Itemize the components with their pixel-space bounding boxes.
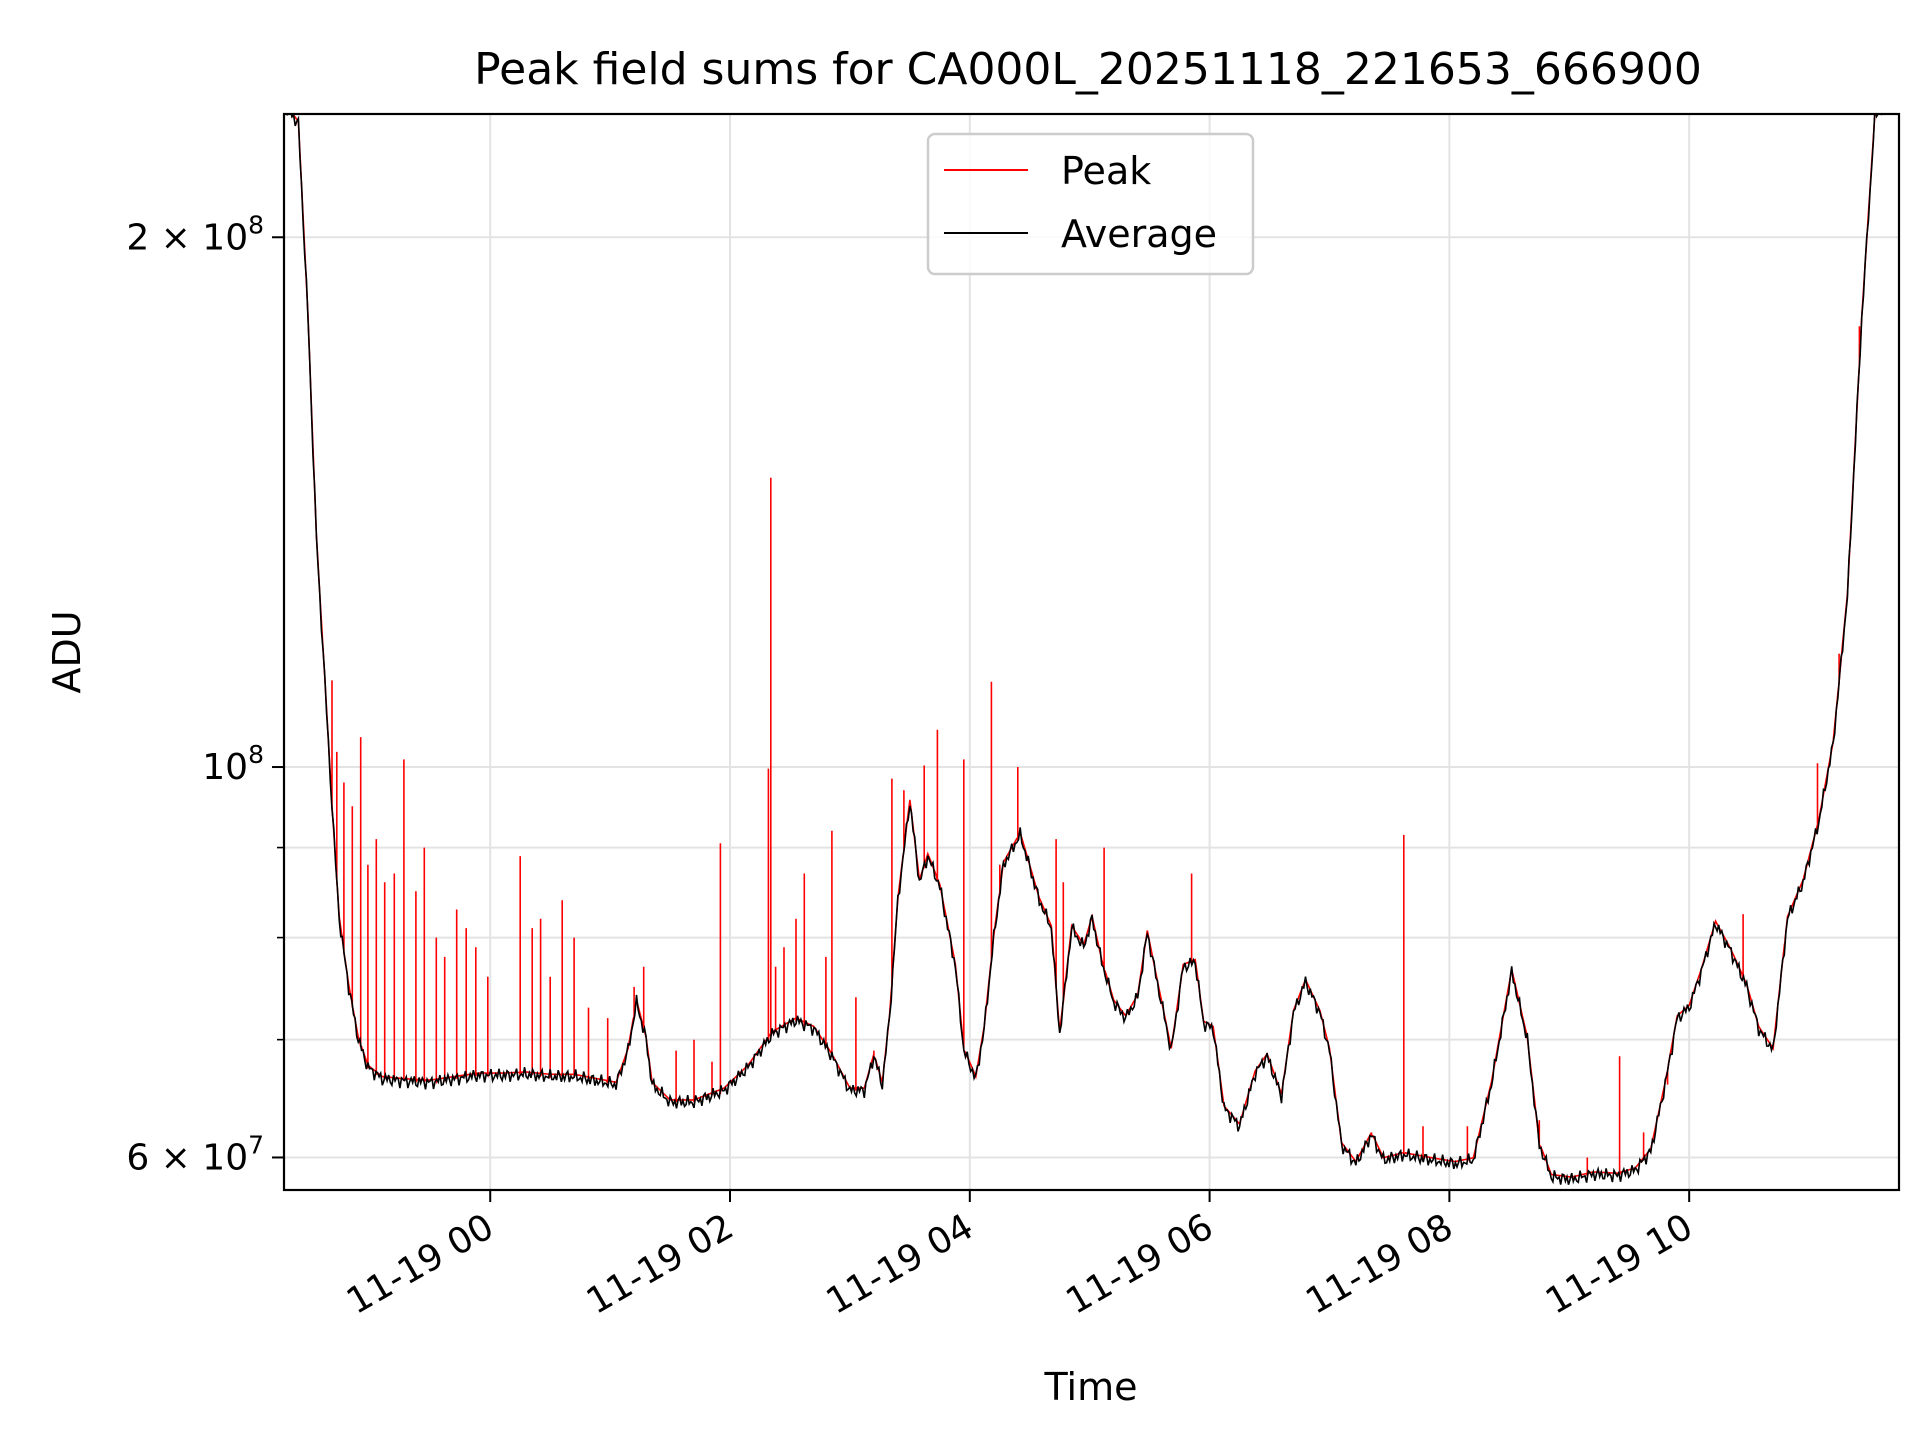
legend-average-label: Average — [1061, 212, 1217, 256]
grid-layer — [284, 114, 1899, 1190]
y-tick-label-exponent: 8 — [248, 210, 264, 239]
y-tick-label: 2 × 108 — [126, 210, 264, 258]
y-tick-label-mantissa: 6 × 10 — [126, 1137, 248, 1178]
y-tick-label: 6 × 107 — [126, 1130, 264, 1178]
average-series-line — [286, 114, 1883, 1185]
plot-area — [286, 114, 1883, 1185]
x-axis-label: Time — [1044, 1365, 1138, 1409]
plot-frame — [282, 112, 1901, 1192]
y-tick-label-exponent: 8 — [248, 740, 264, 769]
y-tick-label-mantissa: 10 — [202, 747, 248, 788]
chart-title: Peak field sums for CA000L_20251118_2216… — [474, 44, 1702, 95]
y-tick-label: 108 — [202, 740, 264, 788]
y-axis-label: ADU — [45, 610, 89, 693]
y-tick-label-mantissa: 2 × 10 — [126, 217, 248, 258]
legend: Peak Average — [926, 132, 1255, 276]
y-tick-label-exponent: 7 — [248, 1130, 264, 1159]
legend-peak-label: Peak — [1061, 149, 1151, 193]
